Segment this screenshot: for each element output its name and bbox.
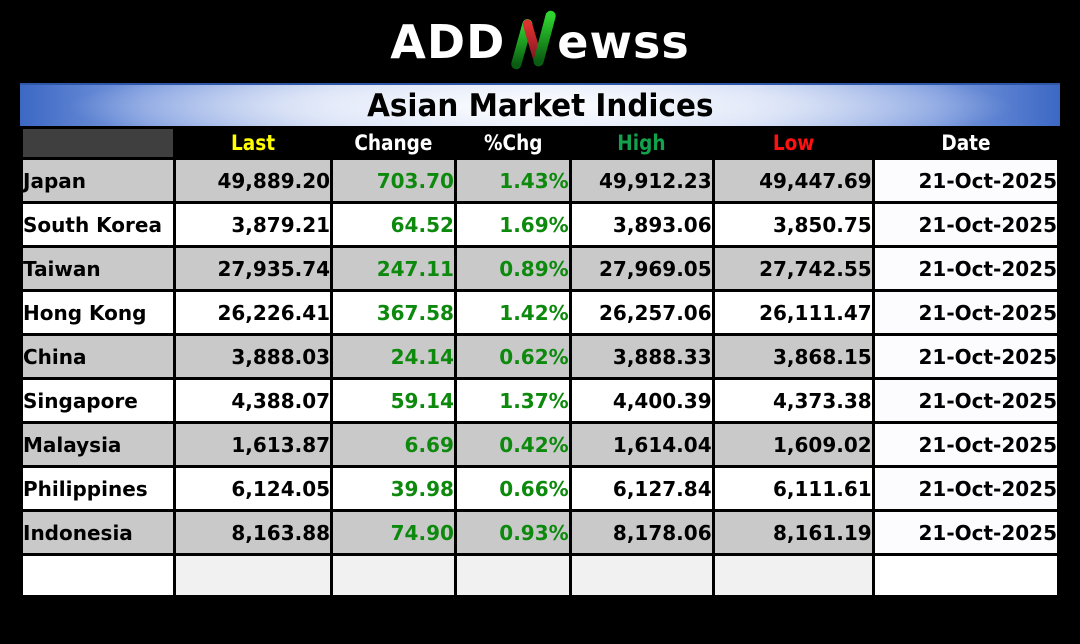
last-value-cell: 6,124.05 — [173, 465, 334, 512]
change-value-cell: 39.98 — [330, 465, 457, 512]
empty-cell — [19, 553, 177, 598]
logo-candlestick-n-icon — [507, 8, 559, 76]
table-row: South Korea 3,879.21 64.52 1.69% 3,893.0… — [19, 201, 1061, 248]
logo-text-before: ADD — [390, 14, 506, 69]
change-value-cell: 24.14 — [330, 333, 457, 380]
pct-change-cell: 0.93% — [453, 509, 572, 556]
high-value-cell: 26,257.06 — [568, 289, 715, 336]
last-value-cell: 26,226.41 — [173, 289, 334, 336]
empty-cell — [871, 553, 1061, 598]
low-value-cell: 3,868.15 — [711, 333, 875, 380]
empty-row — [19, 553, 1061, 598]
low-value-cell: 4,373.38 — [711, 377, 875, 424]
last-value-cell: 1,613.87 — [173, 421, 334, 468]
change-value-cell: 367.58 — [330, 289, 457, 336]
date-cell: 21-Oct-2025 — [871, 465, 1061, 512]
empty-cell — [568, 553, 715, 598]
low-value-cell: 49,447.69 — [711, 157, 875, 204]
low-value-cell: 8,161.19 — [711, 509, 875, 556]
pct-change-cell: 0.62% — [453, 333, 572, 380]
date-cell: 21-Oct-2025 — [871, 509, 1061, 556]
high-value-cell: 3,893.06 — [568, 201, 715, 248]
pct-change-cell: 1.43% — [453, 157, 572, 204]
high-value-cell: 49,912.23 — [568, 157, 715, 204]
pct-change-cell: 1.69% — [453, 201, 572, 248]
column-header-date: Date — [871, 126, 1061, 160]
header-row: Last Change %Chg High Low Date — [19, 126, 1061, 160]
table-row: Japan 49,889.20 703.70 1.43% 49,912.23 4… — [19, 157, 1061, 204]
market-name-cell: South Korea — [19, 201, 177, 248]
date-cell: 21-Oct-2025 — [871, 289, 1061, 336]
change-value-cell: 74.90 — [330, 509, 457, 556]
empty-cell — [330, 553, 457, 598]
low-value-cell: 1,609.02 — [711, 421, 875, 468]
low-value-cell: 27,742.55 — [711, 245, 875, 292]
high-value-cell: 4,400.39 — [568, 377, 715, 424]
pct-change-cell: 1.37% — [453, 377, 572, 424]
logo: ADD ewss — [0, 0, 1080, 83]
empty-cell — [173, 553, 334, 598]
pct-change-cell: 1.42% — [453, 289, 572, 336]
date-cell: 21-Oct-2025 — [871, 245, 1061, 292]
date-cell: 21-Oct-2025 — [871, 421, 1061, 468]
empty-cell — [453, 553, 572, 598]
column-header-last: Last — [173, 126, 334, 160]
title-banner: Asian Market Indices — [20, 83, 1060, 126]
last-value-cell: 3,879.21 — [173, 201, 334, 248]
high-value-cell: 8,178.06 — [568, 509, 715, 556]
low-value-cell: 6,111.61 — [711, 465, 875, 512]
date-cell: 21-Oct-2025 — [871, 333, 1061, 380]
pct-change-cell: 0.66% — [453, 465, 572, 512]
pct-change-cell: 0.42% — [453, 421, 572, 468]
table-row: China 3,888.03 24.14 0.62% 3,888.33 3,86… — [19, 333, 1061, 380]
table-row: Hong Kong 26,226.41 367.58 1.42% 26,257.… — [19, 289, 1061, 336]
page-title: Asian Market Indices — [366, 87, 714, 124]
high-value-cell: 27,969.05 — [568, 245, 715, 292]
empty-cell — [711, 553, 875, 598]
date-cell: 21-Oct-2025 — [871, 377, 1061, 424]
market-name-cell: China — [19, 333, 177, 380]
pct-change-cell: 0.89% — [453, 245, 572, 292]
market-name-cell: Philippines — [19, 465, 177, 512]
last-value-cell: 49,889.20 — [173, 157, 334, 204]
change-value-cell: 59.14 — [330, 377, 457, 424]
high-value-cell: 1,614.04 — [568, 421, 715, 468]
date-cell: 21-Oct-2025 — [871, 201, 1061, 248]
market-name-cell: Singapore — [19, 377, 177, 424]
table-row: Philippines 6,124.05 39.98 0.66% 6,127.8… — [19, 465, 1061, 512]
column-header-low: Low — [711, 126, 875, 160]
last-value-cell: 3,888.03 — [173, 333, 334, 380]
change-value-cell: 247.11 — [330, 245, 457, 292]
high-value-cell: 6,127.84 — [568, 465, 715, 512]
logo-text-after: ewss — [557, 14, 690, 69]
market-name-cell: Malaysia — [19, 421, 177, 468]
low-value-cell: 3,850.75 — [711, 201, 875, 248]
high-value-cell: 3,888.33 — [568, 333, 715, 380]
table-row: Indonesia 8,163.88 74.90 0.93% 8,178.06 … — [19, 509, 1061, 556]
market-name-cell: Taiwan — [19, 245, 177, 292]
change-value-cell: 6.69 — [330, 421, 457, 468]
market-name-cell: Indonesia — [19, 509, 177, 556]
indices-table: Last Change %Chg High Low Date Japan 49,… — [19, 126, 1061, 598]
table-row: Singapore 4,388.07 59.14 1.37% 4,400.39 … — [19, 377, 1061, 424]
low-value-cell: 26,111.47 — [711, 289, 875, 336]
market-name-cell: Japan — [19, 157, 177, 204]
date-cell: 21-Oct-2025 — [871, 157, 1061, 204]
table-row: Malaysia 1,613.87 6.69 0.42% 1,614.04 1,… — [19, 421, 1061, 468]
last-value-cell: 8,163.88 — [173, 509, 334, 556]
last-value-cell: 4,388.07 — [173, 377, 334, 424]
market-name-cell: Hong Kong — [19, 289, 177, 336]
column-header-market — [19, 126, 177, 160]
table-row: Taiwan 27,935.74 247.11 0.89% 27,969.05 … — [19, 245, 1061, 292]
column-header-pct-chg: %Chg — [453, 126, 572, 160]
column-header-change: Change — [330, 126, 457, 160]
market-indices-panel: Asian Market Indices Last Change %Chg Hi… — [19, 83, 1061, 598]
column-header-high: High — [568, 126, 715, 160]
change-value-cell: 64.52 — [330, 201, 457, 248]
change-value-cell: 703.70 — [330, 157, 457, 204]
last-value-cell: 27,935.74 — [173, 245, 334, 292]
